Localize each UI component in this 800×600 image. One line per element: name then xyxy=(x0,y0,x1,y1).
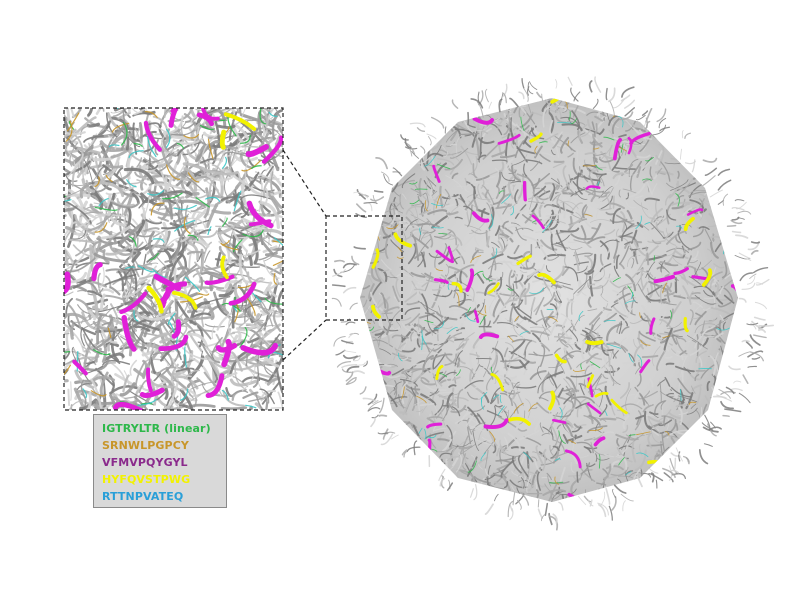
legend-entry-igtryltr: IGTRYLTR (linear) xyxy=(102,422,211,435)
legend-entry-vfmvpqygyl: VFMVPQYGYL xyxy=(102,456,188,469)
zoom-region-box xyxy=(325,215,403,321)
capsid-structure xyxy=(331,76,775,531)
legend-entry-hyfqvstpwg: HYFQVSTPWG xyxy=(102,473,191,486)
inset-frame xyxy=(63,107,284,411)
legend-entry-srnwlpgpcy: SRNWLPGPCY xyxy=(102,439,189,452)
capsid-surface-loops xyxy=(331,76,775,531)
legend-entry-rttnpvateq: RTTNPVATEQ xyxy=(102,490,184,503)
inset-ribbon-texture xyxy=(64,108,283,410)
zoom-connector-lines xyxy=(282,149,327,361)
epitope-legend: IGTRYLTR (linear) SRNWLPGPCY VFMVPQYGYL … xyxy=(93,414,227,508)
zoom-inset xyxy=(63,107,284,411)
